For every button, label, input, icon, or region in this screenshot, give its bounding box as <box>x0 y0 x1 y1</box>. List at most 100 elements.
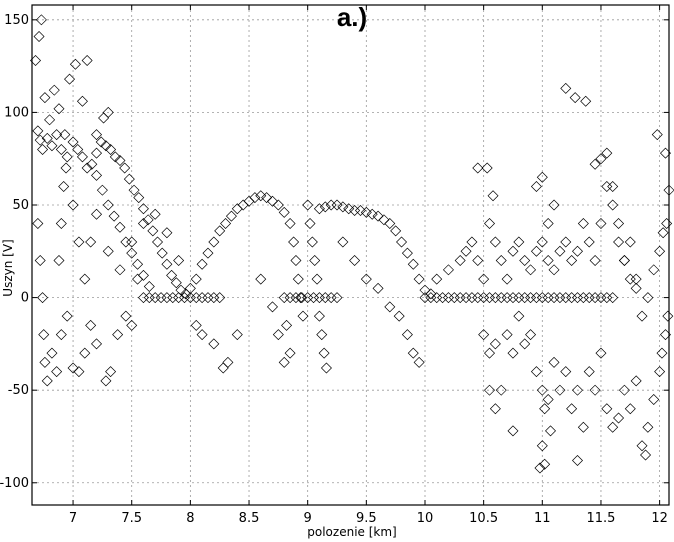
x-tick-label: 12 <box>651 511 668 526</box>
data-point-marker <box>624 236 636 248</box>
data-point-marker <box>554 245 566 257</box>
data-point-marker <box>661 218 673 230</box>
data-point-marker <box>222 356 234 368</box>
data-point-marker <box>519 255 531 267</box>
data-point-marker <box>481 162 493 174</box>
data-point-marker <box>126 236 138 248</box>
data-point-marker <box>372 210 384 222</box>
data-point-marker <box>613 412 625 424</box>
data-point-marker <box>530 366 542 378</box>
data-point-marker <box>583 366 595 378</box>
data-point-marker <box>79 273 91 285</box>
data-point-marker <box>536 171 548 183</box>
data-point-marker <box>161 292 173 304</box>
data-point-marker <box>360 273 372 285</box>
data-point-marker <box>102 106 114 118</box>
data-point-marker <box>123 173 135 185</box>
data-point-marker <box>601 292 613 304</box>
data-point-marker <box>407 347 419 359</box>
data-point-marker <box>137 203 149 215</box>
data-point-marker <box>319 292 331 304</box>
data-point-marker <box>530 245 542 257</box>
x-tick-label: 9 <box>304 511 312 526</box>
data-point-marker <box>114 155 126 167</box>
x-tick-label: 10.5 <box>469 511 498 526</box>
data-point-marker <box>37 292 49 304</box>
data-point-marker <box>143 292 155 304</box>
data-point-marker <box>59 129 71 141</box>
data-point-marker <box>513 292 525 304</box>
data-point-marker <box>214 225 226 237</box>
data-point-marker <box>149 208 161 220</box>
data-point-marker <box>636 440 648 452</box>
data-point-marker <box>46 347 58 359</box>
data-point-marker <box>390 225 402 237</box>
data-point-marker <box>137 218 149 230</box>
data-point-marker <box>448 292 460 304</box>
x-tick-label: 8.5 <box>239 511 260 526</box>
data-point-marker <box>651 129 663 141</box>
data-point-marker <box>656 347 668 359</box>
data-point-marker <box>272 329 284 341</box>
data-point-marker <box>184 292 196 304</box>
data-point-marker <box>401 247 413 259</box>
data-point-marker <box>302 292 314 304</box>
data-point-marker <box>548 356 560 368</box>
data-point-marker <box>618 255 630 267</box>
data-point-marker <box>507 347 519 359</box>
data-point-marker <box>79 347 91 359</box>
data-point-marker <box>431 273 443 285</box>
data-point-marker <box>495 384 507 396</box>
data-point-marker <box>167 292 179 304</box>
data-point-marker <box>478 292 490 304</box>
data-point-marker <box>313 203 325 215</box>
data-point-marker <box>143 280 155 292</box>
data-point-marker <box>149 292 161 304</box>
data-point-marker <box>560 292 572 304</box>
data-point-marker <box>105 366 117 378</box>
x-tick-label: 7.5 <box>121 511 142 526</box>
x-axis-label: polozenie [km] <box>307 525 396 539</box>
data-point-marker <box>220 218 232 230</box>
data-point-marker <box>190 292 202 304</box>
data-point-marker <box>624 273 636 285</box>
data-point-marker <box>542 393 554 405</box>
data-point-marker <box>278 356 290 368</box>
data-point-marker <box>161 258 173 270</box>
data-point-marker <box>360 206 372 218</box>
data-point-marker <box>393 310 405 322</box>
data-point-marker <box>73 236 85 248</box>
y-tick-label: -100 <box>0 476 29 491</box>
data-point-marker <box>281 319 293 331</box>
data-point-marker <box>519 292 531 304</box>
data-point-marker <box>519 338 531 350</box>
data-point-marker <box>85 319 97 331</box>
data-point-marker <box>454 255 466 267</box>
data-point-marker <box>372 282 384 294</box>
data-point-marker <box>530 292 542 304</box>
data-point-marker <box>278 206 290 218</box>
data-point-marker <box>91 147 103 159</box>
data-point-marker <box>278 292 290 304</box>
data-point-marker <box>525 329 537 341</box>
data-point-marker <box>384 301 396 313</box>
data-point-marker <box>119 162 131 174</box>
data-point-marker <box>44 114 56 126</box>
data-point-marker <box>132 258 144 270</box>
data-point-marker <box>290 292 302 304</box>
data-point-marker <box>91 208 103 220</box>
data-point-marker <box>272 199 284 211</box>
data-point-marker <box>147 225 159 237</box>
data-point-marker <box>208 292 220 304</box>
data-point-marker <box>589 384 601 396</box>
data-point-marker <box>460 245 472 257</box>
data-point-marker <box>202 292 214 304</box>
data-point-marker <box>366 208 378 220</box>
data-point-marker <box>64 73 76 85</box>
data-point-marker <box>58 180 70 192</box>
data-point-marker <box>534 462 546 474</box>
data-point-marker <box>255 273 267 285</box>
data-point-marker <box>460 292 472 304</box>
data-point-marker <box>572 245 583 257</box>
data-point-marker <box>624 403 636 415</box>
